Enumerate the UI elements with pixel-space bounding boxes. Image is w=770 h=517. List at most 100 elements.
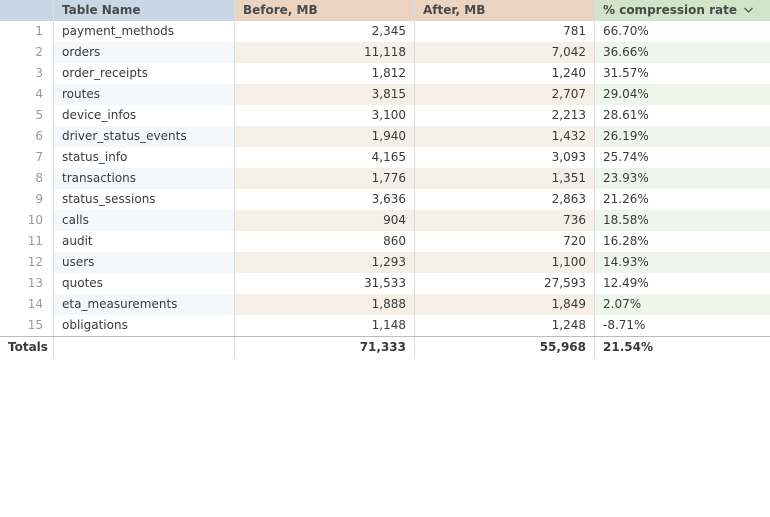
cell-table-name: payment_methods	[54, 21, 235, 42]
row-index: 3	[0, 63, 54, 84]
cell-table-name: obligations	[54, 315, 235, 336]
cell-table-name: quotes	[54, 273, 235, 294]
cell-compression-rate: 25.74%	[603, 150, 649, 164]
cell-table-name: orders	[54, 42, 235, 63]
cell-after-mb: 2,707	[415, 84, 595, 105]
cell-before-mb: 1,888	[235, 294, 415, 315]
cell-after-mb: 27,593	[415, 273, 595, 294]
cell-before-mb: 2,345	[235, 21, 415, 42]
header-compression-rate[interactable]: % compression rate	[595, 0, 770, 21]
table-row[interactable]: 11 audit 860 720 16.28%	[0, 231, 770, 252]
cell-compression-rate: 36.66%	[595, 42, 770, 63]
cell-table-name: status_sessions	[54, 189, 235, 210]
totals-label: Totals	[0, 337, 54, 358]
table-row[interactable]: 1 payment_methods 2,345 781 66.70%	[0, 21, 770, 42]
header-row: Table Name Before, MB After, MB % compre…	[0, 0, 770, 21]
cell-table-name: audit	[54, 231, 235, 252]
row-index: 12	[0, 252, 54, 273]
cell-table-name: eta_measurements	[54, 294, 235, 315]
totals-before: 71,333	[235, 337, 415, 358]
data-grid: Table Name Before, MB After, MB % compre…	[0, 0, 770, 358]
cell-before-mb: 860	[235, 231, 415, 252]
cell-after-mb: 1,849	[415, 294, 595, 315]
cell-compression-rate: 66.70%	[603, 24, 649, 38]
table-row[interactable]: 6 driver_status_events 1,940 1,432 26.19%	[0, 126, 770, 147]
cell-table-name: routes	[54, 84, 235, 105]
row-index: 5	[0, 105, 54, 126]
row-index: 11	[0, 231, 54, 252]
cell-before-mb: 1,293	[235, 252, 415, 273]
cell-compression-rate: 12.49%	[603, 276, 649, 290]
table-row[interactable]: 12 users 1,293 1,100 14.93%	[0, 252, 770, 273]
cell-after-mb: 1,432	[415, 126, 595, 147]
row-index: 7	[0, 147, 54, 168]
cell-compression-rate: 16.28%	[603, 234, 649, 248]
cell-after-mb: 7,042	[415, 42, 595, 63]
cell-after-mb: 1,248	[415, 315, 595, 336]
cell-after-mb: 736	[415, 210, 595, 231]
cell-before-mb: 1,776	[235, 168, 415, 189]
cell-table-name: order_receipts	[54, 63, 235, 84]
cell-compression-rate: 28.61%	[603, 108, 649, 122]
cell-before-mb: 31,533	[235, 273, 415, 294]
cell-before-mb: 904	[235, 210, 415, 231]
table-row[interactable]: 2 orders 11,118 7,042 36.66%	[0, 42, 770, 63]
row-index: 14	[0, 294, 54, 315]
header-table-name[interactable]: Table Name	[54, 0, 235, 21]
totals-rate: 21.54%	[603, 340, 653, 354]
table-row[interactable]: 4 routes 3,815 2,707 29.04%	[0, 84, 770, 105]
row-index: 1	[0, 21, 54, 42]
table-body: 1 payment_methods 2,345 781 66.70% 2 orders 11,…	[0, 21, 770, 336]
cell-after-mb: 781	[415, 21, 595, 42]
table-row[interactable]: 8 transactions 1,776 1,351 23.93%	[0, 168, 770, 189]
row-index: 2	[0, 42, 54, 63]
cell-before-mb: 3,815	[235, 84, 415, 105]
header-compression-rate-label: % compression rate	[603, 3, 737, 17]
row-index: 13	[0, 273, 54, 294]
cell-compression-rate: 26.19%	[595, 126, 770, 147]
cell-after-mb: 2,863	[415, 189, 595, 210]
cell-compression-rate: 31.57%	[603, 66, 649, 80]
cell-compression-rate: 23.93%	[595, 168, 770, 189]
cell-before-mb: 3,636	[235, 189, 415, 210]
header-before-mb[interactable]: Before, MB	[235, 0, 415, 21]
cell-before-mb: 3,100	[235, 105, 415, 126]
table-row[interactable]: 5 device_infos 3,100 2,213 28.61%	[0, 105, 770, 126]
cell-before-mb: 1,812	[235, 63, 415, 84]
table-row[interactable]: 14 eta_measurements 1,888 1,849 2.07%	[0, 294, 770, 315]
cell-after-mb: 1,240	[415, 63, 595, 84]
table-row[interactable]: 15 obligations 1,148 1,248 -8.71%	[0, 315, 770, 336]
header-index	[0, 0, 54, 21]
row-index: 6	[0, 126, 54, 147]
table-row[interactable]: 10 calls 904 736 18.58%	[0, 210, 770, 231]
cell-before-mb: 11,118	[235, 42, 415, 63]
row-index: 9	[0, 189, 54, 210]
totals-name	[54, 337, 235, 358]
cell-table-name: calls	[54, 210, 235, 231]
row-index: 15	[0, 315, 54, 336]
cell-after-mb: 2,213	[415, 105, 595, 126]
cell-before-mb: 1,940	[235, 126, 415, 147]
cell-compression-rate: -8.71%	[603, 318, 646, 332]
totals-row: Totals 71,333 55,968 21.54%	[0, 336, 770, 358]
cell-after-mb: 1,100	[415, 252, 595, 273]
cell-compression-rate: 21.26%	[603, 192, 649, 206]
chevron-down-icon[interactable]	[743, 0, 754, 21]
totals-after: 55,968	[415, 337, 595, 358]
table-row[interactable]: 13 quotes 31,533 27,593 12.49%	[0, 273, 770, 294]
table-row[interactable]: 9 status_sessions 3,636 2,863 21.26%	[0, 189, 770, 210]
cell-after-mb: 1,351	[415, 168, 595, 189]
row-index: 8	[0, 168, 54, 189]
table-row[interactable]: 7 status_info 4,165 3,093 25.74%	[0, 147, 770, 168]
cell-table-name: device_infos	[54, 105, 235, 126]
cell-before-mb: 4,165	[235, 147, 415, 168]
cell-after-mb: 3,093	[415, 147, 595, 168]
cell-table-name: users	[54, 252, 235, 273]
cell-table-name: status_info	[54, 147, 235, 168]
cell-after-mb: 720	[415, 231, 595, 252]
cell-table-name: transactions	[54, 168, 235, 189]
header-after-mb[interactable]: After, MB	[415, 0, 595, 21]
cell-compression-rate: 14.93%	[595, 252, 770, 273]
row-index: 10	[0, 210, 54, 231]
table-row[interactable]: 3 order_receipts 1,812 1,240 31.57%	[0, 63, 770, 84]
